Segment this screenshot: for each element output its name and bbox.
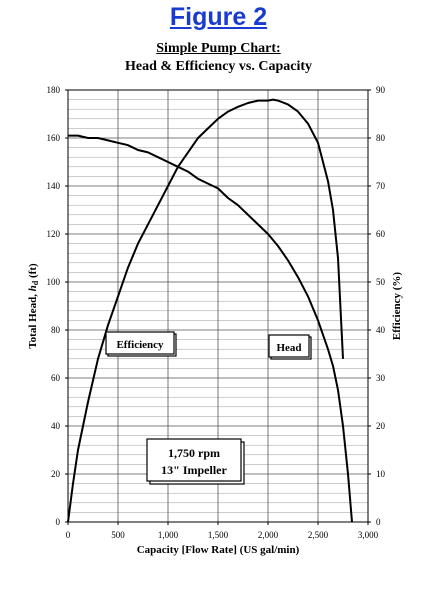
y-left-tick-label: 140 — [47, 181, 61, 191]
pump-info-box: 1,750 rpm 13" Impeller — [146, 438, 245, 485]
y-right-tick-label: 30 — [376, 373, 386, 383]
y-right-tick-label: 80 — [376, 133, 386, 143]
x-tick-label: 1,500 — [208, 530, 229, 540]
x-tick-label: 2,500 — [308, 530, 329, 540]
chart-title: Simple Pump Chart: — [156, 41, 281, 56]
y-left-tick-label: 20 — [51, 469, 61, 479]
y-left-tick-label: 100 — [47, 277, 61, 287]
x-tick-label: 2,000 — [258, 530, 279, 540]
y-left-tick-label: 0 — [56, 517, 61, 527]
head-annotation: Head — [276, 342, 301, 354]
y-right-tick-label: 50 — [376, 277, 386, 287]
efficiency-label-box: Efficiency — [105, 331, 177, 357]
x-axis-label: Capacity [Flow Rate] (US gal/min) — [137, 544, 300, 556]
y-right-tick-label: 60 — [376, 229, 386, 239]
y-right-tick-label: 0 — [376, 517, 381, 527]
x-tick-label: 3,000 — [358, 530, 379, 540]
y-axis-left-label: Total Head, hd (ft) — [27, 263, 40, 349]
x-tick-label: 0 — [66, 530, 71, 540]
y-right-tick-label: 70 — [376, 181, 386, 191]
y-right-tick-label: 10 — [376, 469, 386, 479]
x-tick-label: 1,000 — [158, 530, 179, 540]
x-tick-label: 500 — [111, 530, 125, 540]
chart-subtitle: Head & Efficiency vs. Capacity — [124, 59, 313, 74]
y-left-tick-label: 80 — [51, 325, 61, 335]
chart-title-block: Simple Pump Chart: Head & Efficiency vs.… — [0, 40, 437, 76]
impeller-annotation: 13" Impeller — [161, 463, 227, 477]
y-left-tick-label: 40 — [51, 421, 61, 431]
efficiency-annotation: Efficiency — [116, 339, 164, 351]
y-axis-right-label: Efficiency (%) — [391, 272, 403, 340]
head-curve — [68, 134, 353, 523]
speed-annotation: 1,750 rpm — [168, 446, 220, 460]
efficiency-curve — [67, 98, 344, 523]
curves — [67, 98, 353, 523]
head-label-box: Head — [268, 334, 312, 360]
y-left-tick-label: 180 — [47, 85, 61, 95]
y-right-tick-label: 90 — [376, 85, 386, 95]
figure-label: Figure 2 — [169, 3, 268, 31]
y-right-tick-label: 20 — [376, 421, 386, 431]
y-left-tick-label: 60 — [51, 373, 61, 383]
y-left-tick-label: 160 — [47, 133, 61, 143]
ticks: 0 500 1,000 1,500 2,000 2,500 3,00002040608010… — [47, 85, 386, 540]
y-right-tick-label: 40 — [376, 325, 386, 335]
y-left-tick-label: 120 — [47, 229, 61, 239]
